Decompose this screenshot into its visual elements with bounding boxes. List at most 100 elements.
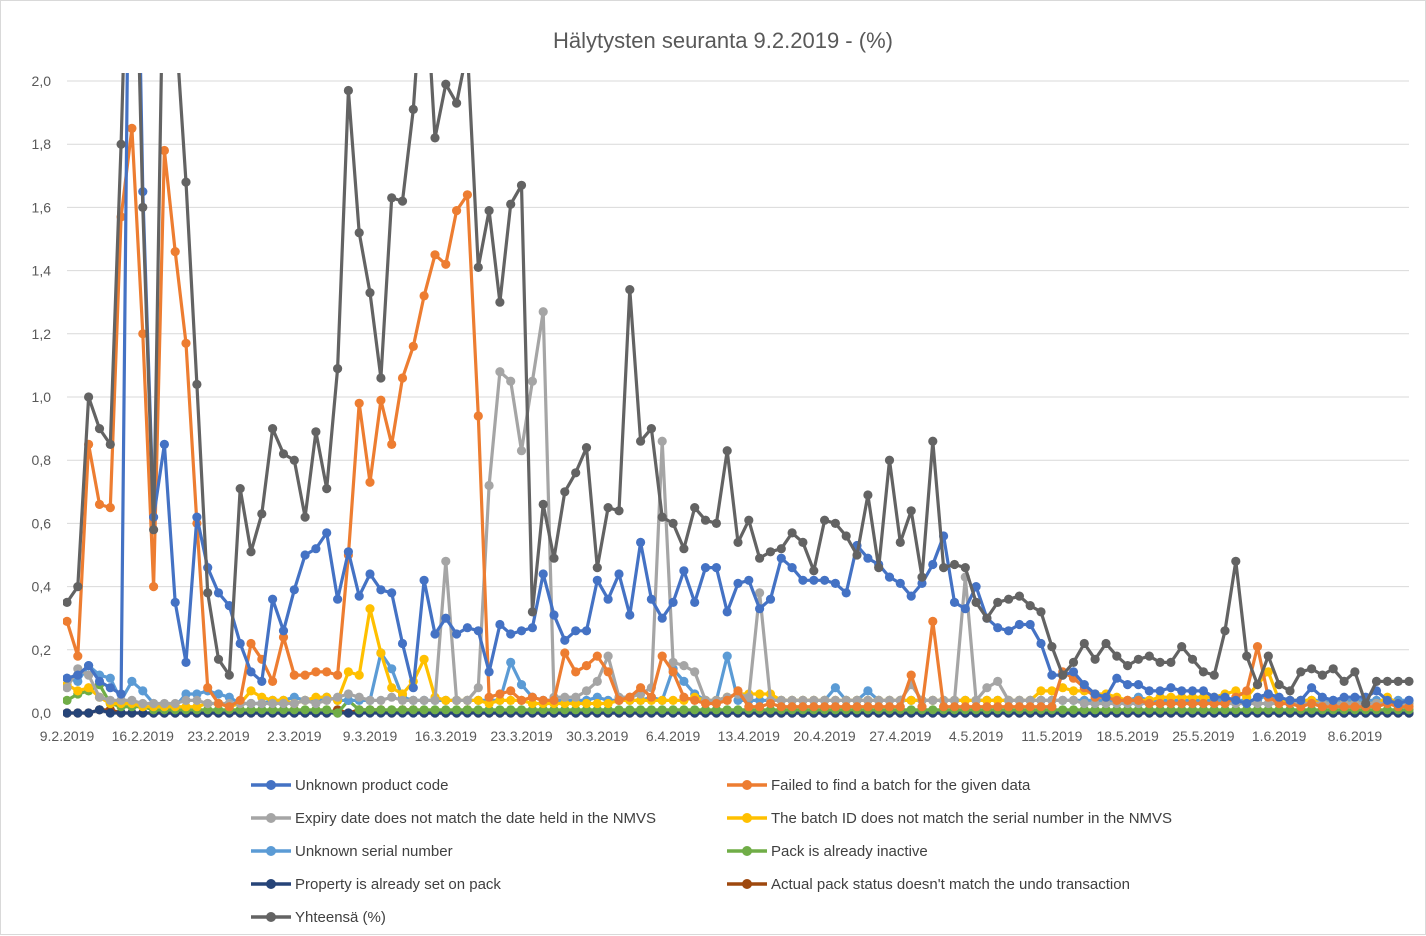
data-point <box>333 364 343 374</box>
data-point <box>755 689 765 699</box>
data-point <box>311 667 321 677</box>
data-point <box>322 667 332 677</box>
data-point <box>1133 680 1143 690</box>
data-point <box>949 559 960 570</box>
data-point <box>387 683 397 693</box>
data-point <box>419 291 429 301</box>
x-tick-label: 23.2.2019 <box>187 728 249 744</box>
data-point <box>971 695 981 706</box>
data-point <box>1263 698 1273 709</box>
data-point <box>646 424 657 434</box>
data-point <box>300 512 310 522</box>
data-point <box>1274 705 1284 715</box>
data-point <box>668 667 678 677</box>
data-point <box>560 487 570 497</box>
data-point <box>852 702 862 712</box>
data-point <box>581 686 592 696</box>
data-point <box>1101 698 1111 709</box>
data-point <box>1350 667 1360 677</box>
data-point <box>700 515 711 525</box>
data-point <box>1101 705 1111 715</box>
data-point <box>1036 638 1046 649</box>
data-point <box>1058 683 1068 693</box>
data-point <box>668 518 678 529</box>
data-point <box>224 692 234 702</box>
data-point <box>311 705 321 715</box>
data-point <box>354 692 364 702</box>
data-point <box>1079 680 1089 690</box>
data-point <box>690 597 700 608</box>
x-tick-label: 8.6.2019 <box>1328 728 1383 744</box>
data-point <box>560 705 570 715</box>
data-point <box>733 686 743 696</box>
data-point <box>982 702 992 712</box>
x-tick-label: 25.5.2019 <box>1172 728 1234 744</box>
data-point <box>376 695 386 706</box>
legend-item: Pack is already inactive <box>727 843 928 860</box>
data-point <box>1252 642 1263 652</box>
x-tick-label: 23.3.2019 <box>490 728 552 744</box>
data-point <box>213 689 224 699</box>
data-point <box>1307 705 1317 715</box>
data-point <box>982 695 992 706</box>
data-point <box>1339 676 1349 687</box>
data-point <box>1307 683 1317 693</box>
data-point <box>668 597 678 608</box>
data-point <box>1014 591 1024 601</box>
data-point <box>376 705 386 715</box>
data-point <box>614 569 624 579</box>
data-point <box>484 705 494 715</box>
data-point <box>278 705 289 715</box>
data-point <box>1058 670 1068 680</box>
data-point <box>94 499 105 509</box>
data-point <box>213 698 224 709</box>
data-point <box>1036 695 1046 706</box>
data-point <box>343 85 353 96</box>
data-point <box>592 692 602 702</box>
data-point <box>289 585 299 595</box>
data-point <box>516 180 527 190</box>
data-point <box>94 424 105 434</box>
data-point <box>397 373 408 383</box>
data-point <box>408 695 418 706</box>
data-point <box>603 503 613 513</box>
data-point <box>73 708 83 718</box>
data-point <box>1187 698 1198 709</box>
data-point <box>278 632 289 642</box>
data-point <box>473 262 483 272</box>
data-point <box>376 585 386 595</box>
data-point <box>322 528 332 538</box>
data-point <box>473 695 483 706</box>
data-point <box>787 702 797 712</box>
data-point <box>278 449 289 459</box>
data-point <box>289 705 299 715</box>
data-point <box>1242 705 1252 715</box>
data-point <box>884 702 895 712</box>
data-point <box>549 695 559 706</box>
data-point <box>116 689 126 699</box>
data-point <box>322 484 332 494</box>
data-point <box>138 202 148 212</box>
data-point <box>506 695 516 706</box>
legend-marker <box>742 879 752 889</box>
data-point <box>787 563 797 573</box>
data-point <box>906 705 916 715</box>
data-point <box>1317 692 1327 702</box>
data-point <box>63 708 72 718</box>
data-point <box>668 657 678 668</box>
data-point <box>625 705 635 715</box>
x-tick-label: 2.3.2019 <box>267 728 322 744</box>
data-point <box>203 683 213 693</box>
data-point <box>397 196 408 206</box>
data-point <box>473 626 483 636</box>
y-axis-ticks: 0,0 0,2 0,4 0,6 0,8 1,0 1,2 1,4 1,6 1,8 2,0 <box>32 73 52 721</box>
data-point <box>452 98 462 108</box>
y-tick-label: 1,8 <box>32 136 52 152</box>
data-point <box>484 667 494 677</box>
data-point <box>928 695 938 706</box>
data-point <box>105 708 115 718</box>
series-1 <box>63 123 1414 712</box>
data-point <box>235 695 245 706</box>
data-point <box>1068 705 1079 715</box>
data-point <box>354 591 364 601</box>
